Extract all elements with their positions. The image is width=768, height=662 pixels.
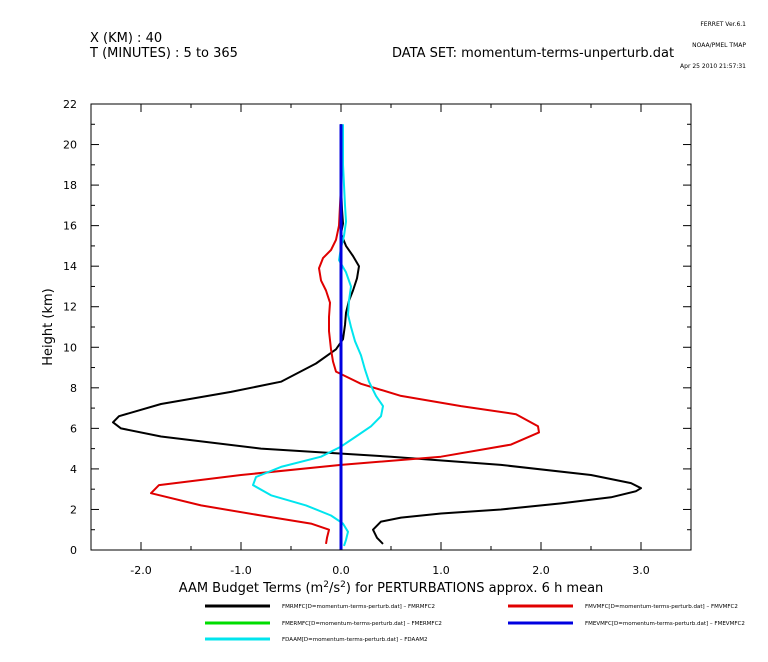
series-line-0 bbox=[112, 124, 642, 545]
series-layer bbox=[112, 124, 642, 550]
series-line-1 bbox=[150, 124, 540, 545]
y-tick-label: 2 bbox=[70, 503, 77, 516]
header-dataset: DATA SET: momentum-terms-unperturb.dat bbox=[392, 46, 675, 61]
stamp-line-3: Apr 25 2010 21:57:31 bbox=[680, 63, 746, 70]
stamp-line-1: FERRET Ver.6.1 bbox=[700, 21, 746, 28]
legend-label: FDAAM[D=momentum-terms-perturb.dat] – FD… bbox=[282, 637, 427, 643]
legend-label: FMVMFC[D=momentum-terms-perturb.dat] – F… bbox=[585, 604, 738, 610]
plot-frame bbox=[90, 103, 692, 551]
header-t: T (MINUTES) : 5 to 365 bbox=[90, 46, 238, 61]
legend-label: FMERMFC[D=momentum-terms-perturb.dat] – … bbox=[282, 621, 442, 627]
x-axis-title: AAM Budget Terms (m2/s2) for PERTURBATIO… bbox=[179, 580, 604, 596]
x-tick-label: 3.0 bbox=[632, 564, 650, 577]
y-tick-label: 18 bbox=[63, 179, 77, 192]
series-line-4 bbox=[252, 124, 384, 547]
tick-labels: -2.0 -1.0 0.0 1.0 2.0 3.0 0 2 4 6 8 10 12 14 16 18 20 22 bbox=[63, 98, 650, 577]
y-tick-label: 0 bbox=[70, 544, 77, 557]
y-tick-label: 14 bbox=[63, 260, 77, 273]
x-tick-label: -2.0 bbox=[130, 564, 151, 577]
legend-label: FMEVMFC[D=momentum-terms-perturb.dat] – … bbox=[585, 621, 745, 627]
legend-label: FMRMFC[D=momentum-terms-perturb.dat] – F… bbox=[282, 604, 435, 610]
x-tick-label: 0.0 bbox=[332, 564, 350, 577]
header-x: X (KM) : 40 bbox=[90, 31, 163, 46]
y-tick-label: 20 bbox=[63, 139, 77, 152]
y-tick-label: 6 bbox=[70, 422, 77, 435]
x-tick-label: -1.0 bbox=[230, 564, 251, 577]
x-tick-label: 2.0 bbox=[532, 564, 550, 577]
legend: FMRMFC[D=momentum-terms-perturb.dat] – F… bbox=[205, 604, 745, 643]
x-tick-label: 1.0 bbox=[432, 564, 450, 577]
y-tick-label: 10 bbox=[63, 341, 77, 354]
y-axis-title: Height (km) bbox=[41, 288, 56, 365]
y-tick-label: 12 bbox=[63, 301, 77, 314]
y-tick-label: 8 bbox=[70, 382, 77, 395]
stamp-line-2: NOAA/PMEL TMAP bbox=[692, 42, 746, 49]
y-tick-label: 22 bbox=[63, 98, 77, 111]
y-tick-label: 16 bbox=[63, 220, 77, 233]
y-tick-label: 4 bbox=[70, 463, 77, 476]
